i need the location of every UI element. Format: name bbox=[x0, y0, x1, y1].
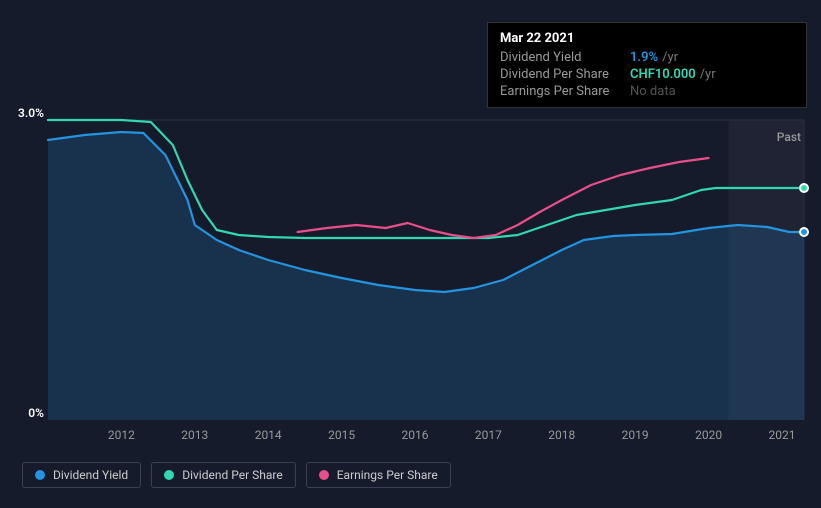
x-axis-label: 2021 bbox=[768, 428, 795, 442]
series-end-marker[interactable] bbox=[799, 227, 809, 237]
legend-item-label: Dividend Per Share bbox=[182, 468, 283, 482]
tooltip-row-value: 1.9% bbox=[630, 50, 658, 65]
legend-item-dividend-yield[interactable]: Dividend Yield bbox=[22, 462, 141, 488]
y-axis-label-bottom: 0% bbox=[0, 406, 44, 420]
legend: Dividend Yield Dividend Per Share Earnin… bbox=[22, 462, 451, 488]
tooltip-row: Dividend Yield 1.9% /yr bbox=[500, 50, 794, 65]
legend-item-earnings-per-share[interactable]: Earnings Per Share bbox=[306, 462, 451, 488]
tooltip-row-label: Dividend Yield bbox=[500, 50, 630, 65]
x-axis-label: 2017 bbox=[475, 428, 502, 442]
x-axis-label: 2013 bbox=[181, 428, 208, 442]
tooltip-date: Mar 22 2021 bbox=[500, 31, 794, 46]
tooltip-row-label: Earnings Per Share bbox=[500, 84, 630, 99]
series-end-marker[interactable] bbox=[799, 183, 809, 193]
tooltip-row-suffix: /yr bbox=[662, 50, 678, 65]
x-axis-label: 2015 bbox=[328, 428, 355, 442]
legend-item-label: Earnings Per Share bbox=[337, 468, 438, 482]
legend-item-label: Dividend Yield bbox=[53, 468, 128, 482]
tooltip-row-suffix: /yr bbox=[700, 67, 716, 82]
x-axis-label: 2012 bbox=[108, 428, 135, 442]
x-axis-label: 2018 bbox=[548, 428, 575, 442]
legend-dot-icon bbox=[35, 470, 45, 480]
tooltip-row-value: CHF10.000 bbox=[630, 67, 696, 82]
tooltip-row-nodata: No data bbox=[630, 84, 676, 99]
legend-item-dividend-per-share[interactable]: Dividend Per Share bbox=[151, 462, 296, 488]
y-axis-label-top: 3.0% bbox=[0, 106, 44, 120]
x-axis-label: 2016 bbox=[401, 428, 428, 442]
x-axis-label: 2020 bbox=[695, 428, 722, 442]
tooltip-row: Earnings Per Share No data bbox=[500, 84, 794, 99]
chart-container: 3.0% 0% Past 2012 2013 2014 2015 2016 2017 201… bbox=[0, 0, 821, 508]
legend-dot-icon bbox=[164, 470, 174, 480]
tooltip: Mar 22 2021 Dividend Yield 1.9% /yr Divi… bbox=[487, 22, 807, 108]
tooltip-row-label: Dividend Per Share bbox=[500, 67, 630, 82]
x-axis-label: 2019 bbox=[622, 428, 649, 442]
x-axis-label: 2014 bbox=[255, 428, 282, 442]
past-label: Past bbox=[777, 130, 801, 144]
tooltip-row: Dividend Per Share CHF10.000 /yr bbox=[500, 67, 794, 82]
legend-dot-icon bbox=[319, 470, 329, 480]
